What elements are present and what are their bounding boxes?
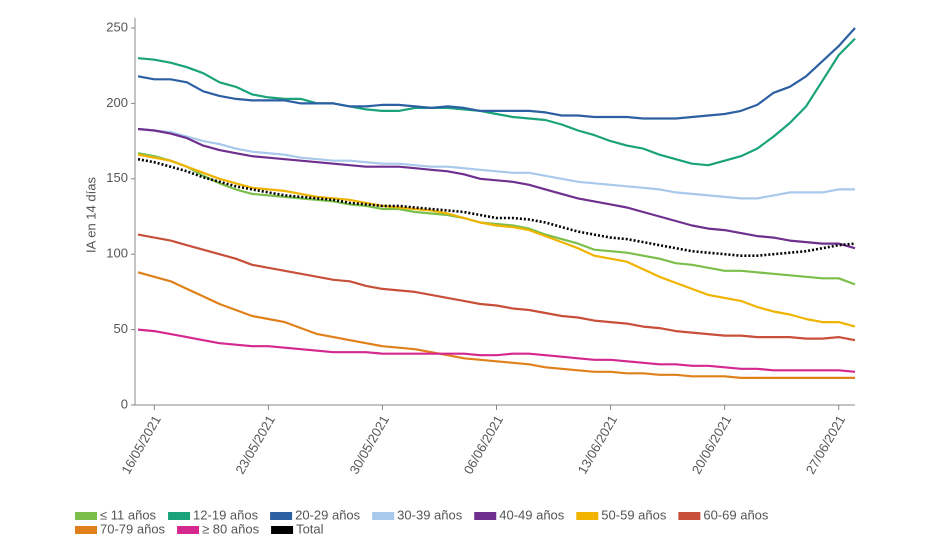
- y-tick-label: 0: [121, 396, 128, 411]
- legend-swatch: [271, 526, 294, 534]
- legend-swatch: [678, 512, 701, 520]
- series-line: [137, 127, 856, 250]
- series-line: [137, 127, 855, 200]
- legend-label: 60-69 años: [703, 507, 769, 522]
- legend-swatch: [75, 526, 97, 534]
- y-tick-label: 200: [106, 95, 128, 110]
- y-tick-label: 100: [106, 246, 128, 261]
- legend-label: 30-39 años: [397, 507, 463, 522]
- legend-label: ≥ 80 años: [202, 521, 260, 536]
- legend-swatch: [270, 512, 293, 520]
- legend-label: 50-59 años: [601, 507, 667, 522]
- legend-label: Total: [296, 521, 324, 536]
- series-line: [137, 157, 856, 257]
- legend-swatch: [177, 526, 200, 534]
- y-tick-label: 150: [106, 170, 128, 185]
- legend-label: 40-49 años: [499, 507, 565, 522]
- series-line: [137, 328, 856, 373]
- legend-swatch: [474, 512, 497, 520]
- y-tick-label: 50: [114, 321, 128, 336]
- series-line: [137, 233, 856, 342]
- legend-label: 70-79 años: [100, 521, 166, 536]
- legend-swatch: [372, 512, 395, 520]
- series-line: [137, 37, 856, 167]
- legend-label: ≤ 11 años: [100, 507, 157, 522]
- series-line: [137, 27, 856, 120]
- legend-label: 20-29 años: [295, 507, 361, 522]
- series-line: [137, 152, 856, 286]
- legend-label: 12-19 años: [193, 507, 259, 522]
- y-tick-label: 250: [106, 19, 128, 34]
- x-tick-label: 30/05/2021: [346, 413, 392, 477]
- x-tick-label: 23/05/2021: [232, 413, 278, 477]
- x-tick-label: 06/06/2021: [461, 413, 507, 477]
- legend-swatch: [168, 512, 191, 520]
- series-line: [137, 271, 855, 379]
- legend-swatch: [576, 512, 599, 520]
- x-tick-label: 16/05/2021: [118, 413, 164, 477]
- x-tick-label: 13/06/2021: [575, 413, 621, 477]
- x-tick-label: 20/06/2021: [689, 413, 735, 477]
- x-tick-label: 27/06/2021: [803, 413, 849, 477]
- y-axis-label: IA en 14 días: [83, 177, 98, 253]
- series-line: [137, 153, 856, 328]
- legend-swatch: [75, 512, 97, 520]
